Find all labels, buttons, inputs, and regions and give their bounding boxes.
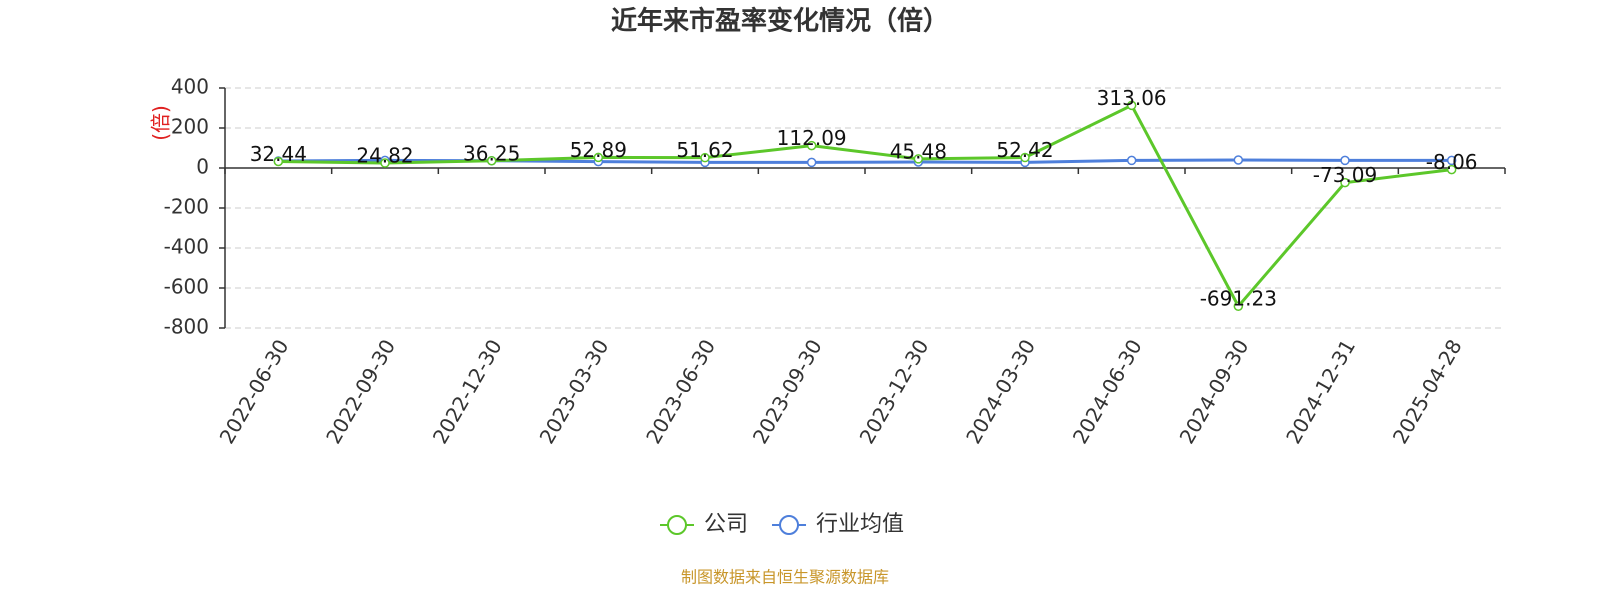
x-tick-label: 2024-09-30 bbox=[1175, 335, 1254, 448]
point bbox=[593, 152, 604, 163]
legend-marker bbox=[667, 515, 687, 535]
legend-label: 公司 bbox=[704, 512, 748, 537]
legend-marker bbox=[779, 515, 800, 535]
value-label: 32.44 bbox=[250, 142, 307, 166]
point bbox=[273, 156, 284, 167]
point bbox=[1126, 155, 1137, 166]
x-tick-label: 2022-12-30 bbox=[428, 335, 507, 448]
value-label: -8.06 bbox=[1426, 150, 1478, 174]
value-label: 112.09 bbox=[777, 126, 847, 150]
point bbox=[1340, 177, 1350, 188]
value-label: -691.23 bbox=[1200, 287, 1277, 311]
y-tick-label: -200 bbox=[164, 195, 209, 219]
point bbox=[806, 140, 817, 151]
point bbox=[806, 157, 817, 168]
x-tick-label: 2024-06-30 bbox=[1068, 335, 1147, 448]
value-label: 24.82 bbox=[356, 144, 413, 168]
y-tick-label: -400 bbox=[164, 235, 209, 259]
value-label: 313.06 bbox=[1097, 86, 1167, 110]
point bbox=[1446, 155, 1457, 166]
point bbox=[1446, 164, 1457, 175]
legend-label: 行业均值 bbox=[816, 512, 904, 537]
source-note: 制图数据来自恒生聚源数据库 bbox=[681, 568, 889, 587]
x-tick-label: 2023-03-30 bbox=[535, 335, 614, 448]
y-tick-label: 400 bbox=[171, 75, 209, 99]
value-label: 36.25 bbox=[463, 141, 520, 165]
x-tick-label: 2023-06-30 bbox=[641, 335, 720, 448]
y-tick-label: -800 bbox=[164, 315, 209, 339]
point bbox=[1340, 155, 1350, 166]
y-tick-label: -600 bbox=[164, 275, 209, 299]
point bbox=[486, 156, 497, 166]
value-label: -73.09 bbox=[1313, 163, 1377, 187]
x-tick-label: 2024-03-30 bbox=[961, 335, 1040, 448]
point bbox=[1233, 155, 1244, 165]
value-label: 51.62 bbox=[676, 138, 733, 162]
y-axis-label: (倍) bbox=[149, 105, 173, 141]
x-tick-label: 2023-12-30 bbox=[855, 335, 934, 448]
value-label: 52.89 bbox=[570, 138, 627, 162]
x-tick-label: 2022-09-30 bbox=[321, 335, 400, 448]
point bbox=[1020, 152, 1030, 163]
y-tick-label: 200 bbox=[171, 115, 209, 139]
chart-title: 近年来市盈率变化情况（倍） bbox=[611, 6, 949, 37]
point bbox=[700, 152, 710, 163]
value-label: 52.42 bbox=[996, 138, 1053, 162]
point bbox=[913, 154, 924, 164]
x-tick-label: 2025-04-28 bbox=[1388, 335, 1467, 448]
value-label: 45.48 bbox=[890, 139, 947, 163]
point bbox=[380, 158, 390, 168]
x-tick-label: 2024-12-31 bbox=[1281, 335, 1360, 448]
x-tick-label: 2023-09-30 bbox=[748, 335, 827, 448]
y-tick-label: 0 bbox=[196, 155, 209, 179]
point bbox=[1126, 100, 1137, 111]
x-tick-label: 2022-06-30 bbox=[215, 335, 294, 448]
series-line bbox=[278, 103, 1452, 309]
point bbox=[1233, 301, 1244, 311]
